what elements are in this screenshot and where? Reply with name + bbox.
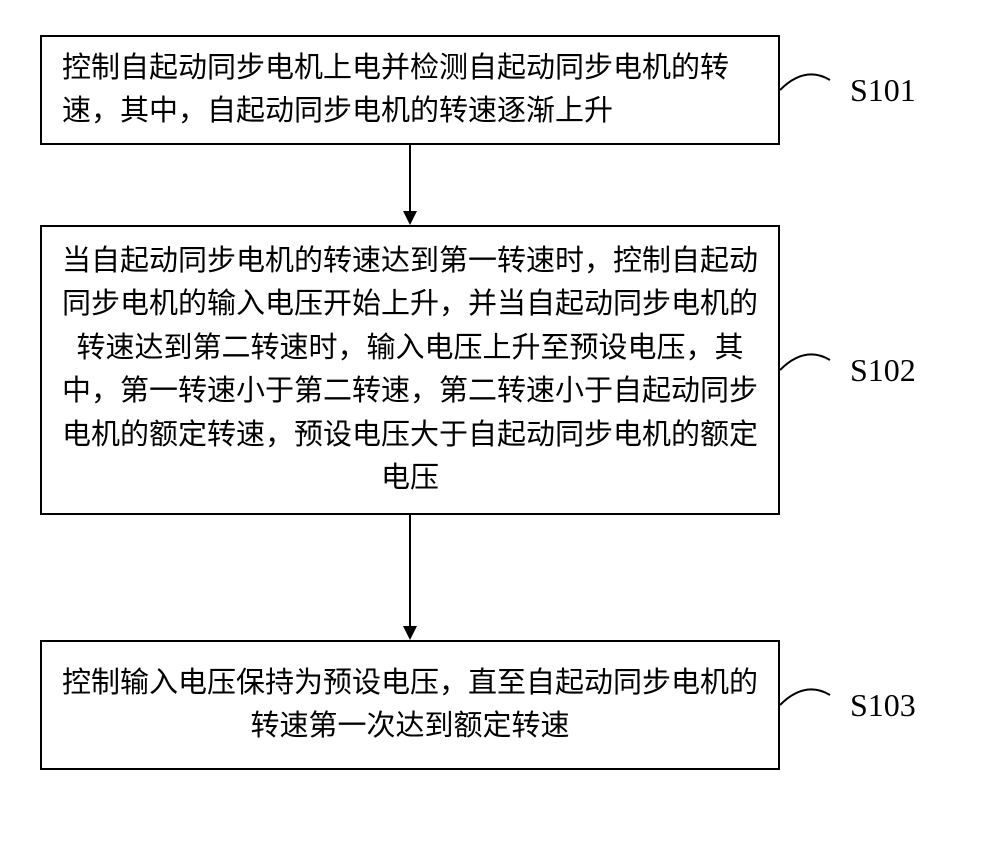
step-s102-text: 当自起动同步电机的转速达到第一转速时，控制自起动同步电机的输入电压开始上升，并当… — [62, 240, 758, 501]
step-s103-label: S103 — [850, 687, 916, 724]
step-s101-box: 控制自起动同步电机上电并检测自起动同步电机的转速，其中，自起动同步电机的转速逐渐… — [40, 35, 780, 145]
arrow-s101-s102 — [400, 145, 420, 227]
step-s102-box: 当自起动同步电机的转速达到第一转速时，控制自起动同步电机的输入电压开始上升，并当… — [40, 225, 780, 515]
curve-s101 — [780, 60, 840, 120]
step-s102-label: S102 — [850, 352, 916, 389]
step-s101-label: S101 — [850, 72, 916, 109]
curve-s103 — [780, 675, 840, 735]
flowchart-container: 控制自起动同步电机上电并检测自起动同步电机的转速，其中，自起动同步电机的转速逐渐… — [0, 0, 1000, 841]
step-s101-text: 控制自起动同步电机上电并检测自起动同步电机的转速，其中，自起动同步电机的转速逐渐… — [62, 47, 758, 134]
curve-s102 — [780, 340, 840, 400]
step-s103-text: 控制输入电压保持为预设电压，直至自起动同步电机的转速第一次达到额定转速 — [62, 662, 758, 749]
arrow-s102-s103 — [400, 515, 420, 642]
step-s103-box: 控制输入电压保持为预设电压，直至自起动同步电机的转速第一次达到额定转速 — [40, 640, 780, 770]
